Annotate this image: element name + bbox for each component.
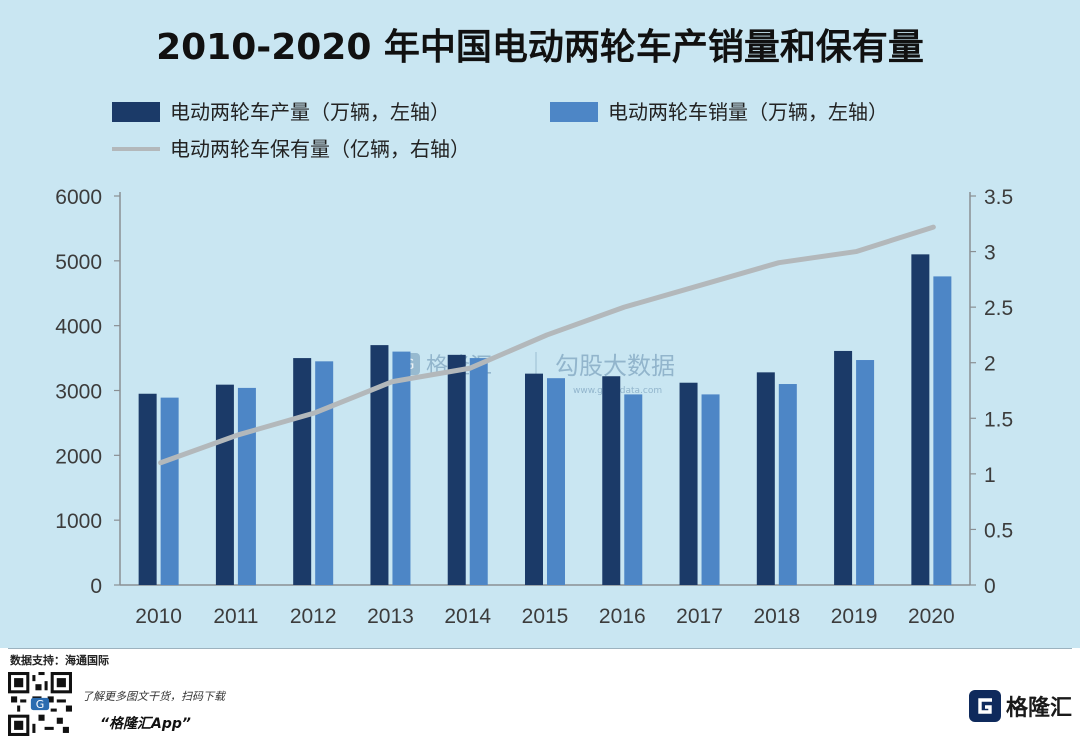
legend-swatch-1 bbox=[112, 102, 160, 122]
bar-sales-2020 bbox=[933, 276, 952, 585]
x-tick-label: 2019 bbox=[831, 605, 878, 628]
x-tick-label: 2011 bbox=[213, 605, 258, 628]
y-left-tick-label: 1000 bbox=[55, 510, 102, 533]
y-right-tick-label: 2 bbox=[984, 353, 996, 376]
legend-label-2: 电动两轮车销量（万辆，左轴） bbox=[608, 100, 888, 124]
bar-production-2010 bbox=[138, 393, 157, 585]
y-right-tick-label: 1.5 bbox=[984, 408, 1013, 431]
promo-text: 了解更多图文干货，扫码下载 bbox=[82, 690, 225, 703]
bar-sales-2015 bbox=[547, 378, 565, 585]
line-layer bbox=[158, 224, 936, 466]
bar-sales-2017 bbox=[701, 394, 720, 585]
promo-app-name: “格隆汇App” bbox=[100, 716, 191, 732]
y-right-tick-label: 2.5 bbox=[984, 297, 1013, 320]
bar-production-2019 bbox=[834, 350, 853, 585]
bar-sales-2012 bbox=[315, 361, 334, 585]
x-tick-label: 2020 bbox=[908, 605, 955, 628]
y-left-tick-label: 5000 bbox=[55, 251, 102, 274]
brand-logo: 格隆汇 bbox=[968, 686, 1072, 726]
x-tick-label: 2018 bbox=[753, 605, 800, 628]
y-left-tick-label: 0 bbox=[90, 575, 102, 598]
brand-name: 格隆汇 bbox=[1005, 696, 1072, 721]
bar-sales-2013 bbox=[392, 351, 411, 585]
data-source: 数据支持：海通国际 bbox=[10, 654, 109, 667]
x-tick-label: 2015 bbox=[522, 605, 569, 628]
y-left-tick-label: 3000 bbox=[55, 381, 102, 404]
bar-sales-2019 bbox=[856, 360, 875, 585]
x-tick-label: 2014 bbox=[444, 605, 491, 628]
x-tick-label: 2012 bbox=[290, 605, 337, 628]
bar-sales-2011 bbox=[237, 387, 256, 585]
bar-production-2012 bbox=[293, 358, 312, 585]
bar-sales-2014 bbox=[469, 358, 488, 585]
brand-g-icon bbox=[968, 690, 1001, 722]
y-right-tick-label: 3 bbox=[984, 242, 996, 265]
legend-label-1: 电动两轮车产量（万辆，左轴） bbox=[170, 100, 450, 124]
x-tick-label: 2017 bbox=[676, 605, 723, 628]
bar-sales-2016 bbox=[624, 394, 643, 585]
bar-sales-2010 bbox=[160, 397, 179, 585]
bar-production-2011 bbox=[215, 384, 234, 585]
bar-production-2018 bbox=[756, 372, 775, 585]
x-tick-label: 2013 bbox=[367, 605, 414, 628]
bar-production-2016 bbox=[602, 376, 621, 585]
bar-production-2020 bbox=[911, 254, 930, 585]
y-right-tick-label: 0.5 bbox=[984, 519, 1013, 542]
y-right-tick-label: 0 bbox=[984, 575, 996, 598]
x-tick-label: 2016 bbox=[599, 605, 646, 628]
axes: 0 1000 2000 3000 4000 5000 6000 0 0.5 1 1.5 2 2.5 3 3.… bbox=[55, 186, 1013, 628]
y-left-tick-label: 6000 bbox=[55, 186, 102, 209]
y-right-tick-label: 3.5 bbox=[984, 186, 1013, 209]
bars bbox=[138, 254, 952, 585]
bar-production-2015 bbox=[525, 373, 543, 585]
svg-text:G: G bbox=[36, 698, 45, 711]
bar-production-2017 bbox=[679, 382, 698, 585]
legend: 电动两轮车产量（万辆，左轴） 电动两轮车销量（万辆，左轴） 电动两轮车保有量（亿辆，… bbox=[112, 100, 888, 161]
bar-production-2013 bbox=[370, 345, 389, 585]
watermark-text-secondary: 勾股大数据 bbox=[555, 352, 675, 380]
chart-title: 2010-2020 年中国电动两轮车产销量和保有量 bbox=[156, 27, 924, 68]
legend-swatch-2 bbox=[550, 102, 598, 122]
qr-code-icon: G bbox=[8, 672, 72, 736]
bar-sales-2018 bbox=[778, 384, 797, 585]
chart-canvas: 电动两轮车产量（万辆，左轴） 电动两轮车销量（万辆，左轴） 电动两轮车保有量（亿辆，… bbox=[55, 100, 1013, 628]
legend-label-3: 电动两轮车保有量（亿辆，右轴） bbox=[170, 137, 470, 161]
footer bbox=[0, 648, 1080, 745]
bar-production-2014 bbox=[447, 354, 466, 585]
y-left-tick-label: 2000 bbox=[55, 445, 102, 468]
x-tick-label: 2010 bbox=[135, 605, 182, 628]
y-right-tick-label: 1 bbox=[984, 464, 996, 487]
y-left-tick-label: 4000 bbox=[55, 316, 102, 339]
footer-divider bbox=[8, 648, 1072, 649]
